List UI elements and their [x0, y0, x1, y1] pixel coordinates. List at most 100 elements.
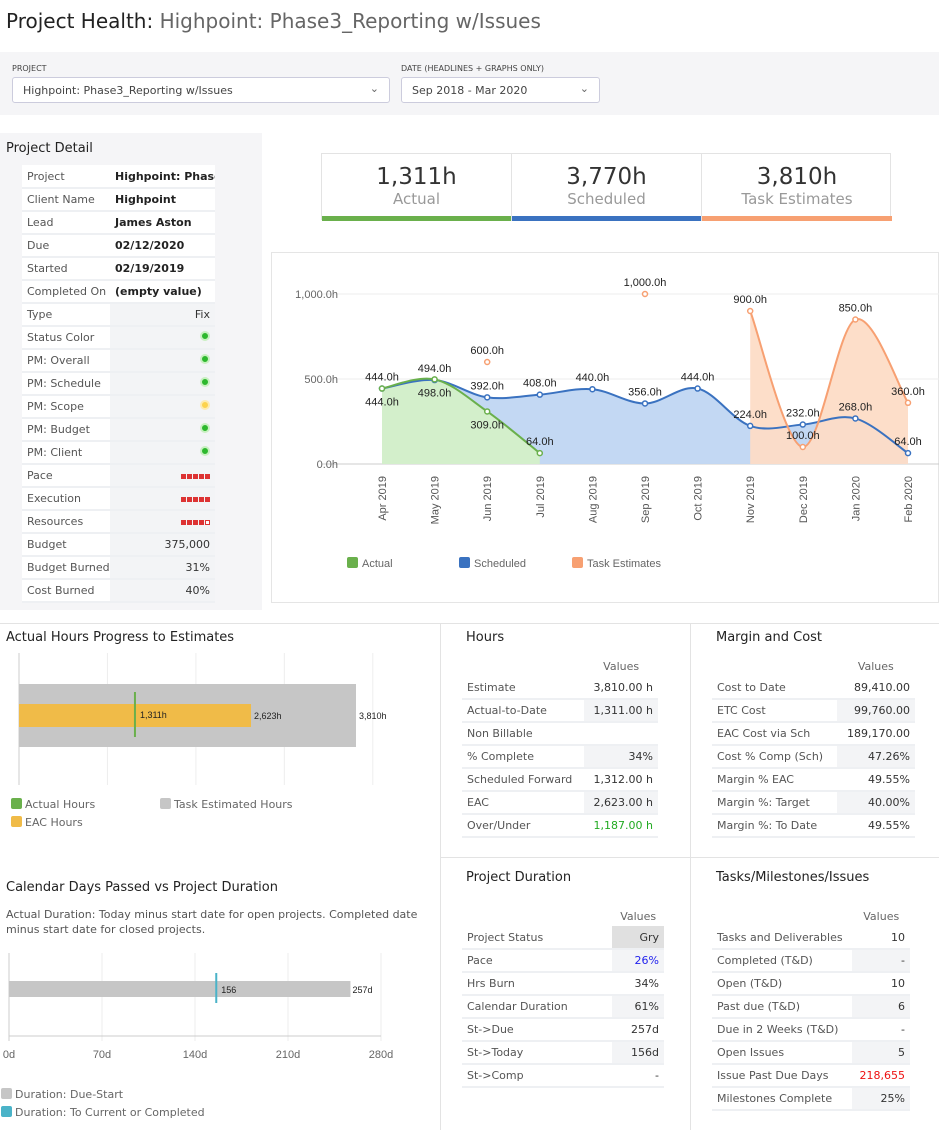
detail-label: Pace — [22, 464, 110, 488]
detail-value — [110, 418, 215, 442]
legend-label: Task Estimated Hours — [174, 798, 293, 811]
table-row: Over/Under 1,187.00 h — [462, 814, 658, 838]
detail-value: 31% — [110, 556, 215, 580]
legend-task-estimated: Task Estimated Hours — [160, 798, 293, 811]
row-value: 6 — [852, 995, 910, 1019]
rating-square-icon — [187, 497, 192, 502]
divider — [690, 623, 691, 1130]
data-label: 100.0h — [786, 430, 820, 442]
row-value: 156d — [612, 1041, 664, 1065]
legend-due-start: Duration: Due-Start — [1, 1088, 123, 1101]
detail-label: PM: Schedule — [22, 372, 110, 396]
data-label: 64.0h — [894, 436, 922, 448]
row-value: - — [612, 1064, 664, 1088]
project-select[interactable]: Highpoint: Phase3_Reporting w/Issues ⌄ — [12, 77, 390, 103]
data-label: 444.0h — [365, 397, 399, 409]
header-blank — [712, 906, 852, 926]
hours-trend-chart: 0.0h 500.0h 1,000.0h Apr 2019 May 2019 Jun 20… — [271, 252, 939, 603]
row-value: 61% — [612, 995, 664, 1019]
detail-label: PM: Scope — [22, 395, 110, 419]
legend-swatch — [459, 557, 470, 568]
data-label: 408.0h — [523, 378, 557, 390]
hours-table: Values Estimate 3,810.00 h Actual-to-Date 1,… — [462, 656, 658, 838]
row-label: Tasks and Deliverables — [712, 926, 853, 950]
legend-label: Actual Hours — [25, 798, 96, 811]
detail-value — [110, 326, 215, 350]
detail-row: Budget 375,000 — [22, 533, 215, 557]
kpi-headlines: 1,311h Actual 3,770h Scheduled 3,810h Task Es… — [321, 153, 892, 221]
table-row: Open (T&D) 10 — [712, 972, 910, 996]
detail-value: 375,000 — [110, 533, 215, 557]
detail-label: Completed On — [22, 280, 110, 304]
rating-square-icon — [199, 520, 204, 525]
table-row: Hrs Burn 34% — [462, 972, 664, 996]
data-label: 64.0h — [526, 436, 554, 448]
table-row: Calendar Duration 61% — [462, 995, 664, 1019]
kpi-value: 1,311h — [376, 164, 457, 190]
data-point — [904, 449, 912, 457]
bar-due-start — [9, 981, 351, 997]
kpi-color-bar — [322, 216, 511, 221]
detail-label: Resources — [22, 510, 110, 534]
row-label: Past due (T&D) — [712, 995, 853, 1019]
duration-title: Project Duration — [466, 870, 572, 885]
table-row: Margin % EAC 49.55% — [712, 768, 915, 792]
date-select[interactable]: Sep 2018 - Mar 2020 ⌄ — [401, 77, 600, 103]
status-dot-icon — [200, 377, 210, 387]
row-label: Margin %: To Date — [712, 814, 837, 838]
row-label: Cost to Date — [712, 676, 837, 700]
detail-row: Completed On (empty value) — [22, 280, 215, 304]
chevron-down-icon: ⌄ — [369, 82, 379, 95]
x-tick-label: Jun 2019 — [482, 476, 494, 521]
detail-label: Budget — [22, 533, 110, 557]
row-value: 10 — [852, 972, 910, 996]
row-label: Pace — [462, 949, 613, 973]
table-row: Open Issues 5 — [712, 1041, 910, 1065]
column-header: Values — [857, 659, 894, 673]
x-tick-label: May 2019 — [430, 476, 442, 524]
row-value: 218,655 — [852, 1064, 910, 1088]
row-value: 3,810.00 h — [584, 676, 658, 700]
title-project: Highpoint: Phase3_Reporting w/Issues — [159, 9, 541, 33]
data-point — [589, 385, 596, 393]
rating-square-icon — [193, 474, 198, 479]
kpi-color-bar — [702, 216, 892, 221]
kpi-actual: 1,311h Actual — [322, 154, 512, 221]
filter-bar: PROJECT Highpoint: Phase3_Reporting w/Is… — [0, 52, 939, 115]
detail-value — [110, 510, 215, 534]
table-header: Values — [712, 656, 915, 676]
detail-label: Lead — [22, 211, 110, 235]
divider — [440, 857, 939, 858]
table-row: Estimate 3,810.00 h — [462, 676, 658, 700]
margin-table: Values Cost to Date 89,410.00 ETC Cost 99,76… — [712, 656, 915, 838]
project-filter-label: PROJECT — [12, 64, 47, 73]
status-dot-icon — [200, 423, 210, 433]
row-value: 2,623.00 h — [584, 791, 658, 815]
header-blank — [462, 906, 612, 926]
data-point — [641, 290, 649, 298]
row-value: 26% — [612, 949, 664, 973]
detail-value: Highpoint — [110, 188, 215, 212]
margin-title: Margin and Cost — [716, 630, 823, 645]
data-point — [746, 307, 754, 315]
duration-table: Values Project Status Gry Pace 26% Hrs Burn 34… — [462, 906, 664, 1088]
row-value: 40.00% — [836, 791, 915, 815]
kpi-label: Scheduled — [567, 190, 646, 208]
duration-chart-svg: 0d 70d 140d 210d 280d 257d 156 — [3, 953, 393, 1061]
detail-label: Due — [22, 234, 110, 258]
row-value: 89,410.00 — [836, 676, 915, 700]
table-header: Values — [712, 906, 910, 926]
data-point — [799, 421, 807, 428]
status-dot-icon — [200, 446, 210, 456]
tasks-title: Tasks/Milestones/Issues — [716, 870, 870, 885]
x-tick-label: 280d — [369, 1049, 393, 1061]
table-row: Cost % Comp (Sch) 47.26% — [712, 745, 915, 769]
page-title: Project Health: Highpoint: Phase3_Report… — [6, 9, 541, 33]
date-filter-label: DATE (HEADLINES + GRAPHS ONLY) — [401, 64, 544, 73]
legend-label: Task Estimates — [587, 558, 661, 570]
data-point — [536, 391, 544, 398]
detail-label: PM: Client — [22, 441, 110, 465]
detail-value — [110, 395, 215, 419]
legend-label: EAC Hours — [25, 816, 83, 829]
